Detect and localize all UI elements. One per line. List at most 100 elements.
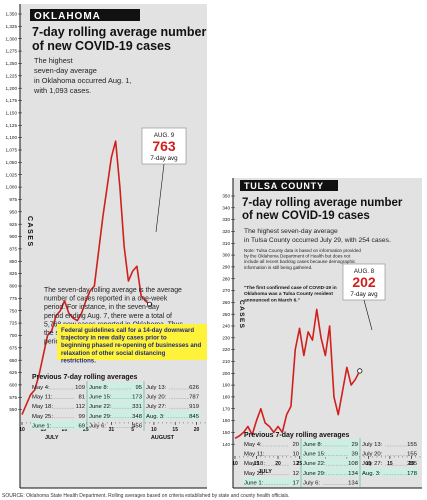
tulsa-highlight-cell [361,468,418,477]
oklahoma-y-tick-label: 1,275 [6,49,18,54]
tulsa-y-tick-label: 200 [222,371,230,376]
oklahoma-note-line: trajectory in new daily cases prior to [61,335,167,342]
oklahoma-table-cell-label: Aug. 3: [146,414,165,420]
tulsa-callout-unit: 7-day avg [350,291,378,298]
oklahoma-note-line: Federal guidelines call for a 14-day dow… [61,327,194,334]
tulsa-table-cell-value: 12 [292,471,299,477]
oklahoma-note-line: relaxation of other social distancing [61,350,166,357]
tulsa-y-tick-label: 250 [222,312,230,317]
oklahoma-note: Federal guidelines call for a 14-day dow… [61,327,201,364]
oklahoma-highlight-cell [145,411,200,420]
oklahoma-y-tick-label: 625 [9,370,17,375]
tulsa-y-tick-label: 320 [222,229,230,234]
tulsa-y-tick-label: 150 [222,430,230,435]
oklahoma-body-line: period ending Aug. 7, there were a total… [44,313,172,320]
tulsa-table-cell-value: 10 [292,452,299,458]
oklahoma-table-cell-label: May 4: [32,385,50,391]
tulsa-y-tick-label: 160 [222,418,230,423]
tulsa-y-ticks: 140 150 160 170 180 190 200 210 220 230 240 250 260 2… [222,194,235,447]
oklahoma-table-cell-value: 348 [132,414,143,420]
tulsa-x-tick-label: 15 [387,461,393,467]
oklahoma-table-cell-label: May 18: [32,404,53,410]
tulsa-y-tick-label: 170 [222,406,230,411]
oklahoma-y-tick-label: 600 [9,383,17,388]
tulsa-y-tick-label: 230 [222,335,230,340]
tulsa-highlight-cell [302,458,359,467]
tulsa-table-cell-label: June 8: [303,442,323,448]
oklahoma-table-cell-label: May 11: [32,395,53,401]
tulsa-table-cell-value: 134 [348,480,359,486]
tulsa-chart-panel [233,178,422,488]
tulsa-x-tick-label: 20 [275,461,281,467]
oklahoma-last-point-marker [147,301,153,307]
tulsa-table-cell-label: July 27: [362,461,383,467]
oklahoma-table-cell-value: 112 [76,404,85,410]
oklahoma-table: May 4: 109 June 8: 95 July 13: 626 May 11: 81 Ju… [31,381,200,431]
oklahoma-table-cell-value: 845 [189,414,200,420]
tulsa-table-cell-label: June 1: [244,480,264,486]
oklahoma-header-bg [30,9,140,21]
oklahoma-y-tick-label: 1,250 [6,61,18,66]
tulsa-table-cell-value: 178 [407,471,418,477]
tulsa-x-tick-label: 15 [254,461,260,467]
oklahoma-note-line: restrictions. [61,357,96,364]
oklahoma-y-tick-label: 950 [9,209,17,214]
oklahoma-y-tick-label: 850 [9,259,17,264]
oklahoma-table-cell-label: July 27: [146,404,167,410]
oklahoma-series [21,140,153,415]
oklahoma-table-cell-value: 95 [135,385,142,391]
oklahoma-header: OKLAHOMA [34,11,101,22]
oklahoma-note-line: beginning phased re-opening of businesse… [61,342,201,349]
oklahoma-table-cell-label: July 20: [146,395,167,401]
tulsa-note-line: Note: Tulsa County data is based on info… [244,248,361,253]
oklahoma-table-cell-label: June 8: [89,385,109,391]
tulsa-x-tick-label: 10 [232,461,238,467]
tulsa-table-cell-label: July 6: [303,480,320,486]
tulsa-y-tick-label: 310 [222,241,230,246]
tulsa-table-cell-value: 235 [407,461,418,467]
oklahoma-table-cell-value: 456 [132,423,143,429]
tulsa-x-tick-label: 20 [409,461,415,467]
oklahoma-callout-leader [155,163,165,233]
oklahoma-highlight-cell [31,420,86,430]
tulsa-y-tick-label: 240 [222,324,230,329]
oklahoma-series-line [21,140,151,415]
tulsa-note-line: by the Oklahoma Department of Health but… [244,254,351,259]
oklahoma-table-cell-label: June 29: [89,414,112,420]
oklahoma-y-tick-label: 1,100 [6,135,18,140]
tulsa-y-tick-label: 270 [222,288,230,293]
oklahoma-y-tick-label: 1,325 [6,24,18,29]
tulsa-quote-line: Oklahoma was a Tulsa County resident [244,291,333,297]
tulsa-header: TULSA COUNTY [244,181,324,191]
tulsa-series-line [234,308,361,439]
tulsa-x-tick-label: 10 [366,461,372,467]
tulsa-highlight-cell [302,468,359,477]
oklahoma-table-cell-label: June 1: [32,423,52,429]
tulsa-note: Note: Tulsa County data is based on info… [244,248,361,270]
oklahoma-table-cell-label: May 25: [32,414,53,420]
tulsa-table-cell-value: 29 [351,442,358,448]
oklahoma-body-line: period. For instance, in the seven-day [44,304,160,311]
oklahoma-highlight-cell [88,401,143,410]
tulsa-quote: "The first confirmed case of COVID-19 in… [244,285,337,303]
tulsa-y-tick-label: 220 [222,347,230,352]
oklahoma-y-tick-label: 1,225 [6,73,18,78]
tulsa-table-cell-value: 12 [292,461,299,467]
oklahoma-y-tick-label: 1,150 [6,111,18,116]
oklahoma-y-tick-label: 1,175 [6,98,18,103]
oklahoma-table-cell-value: 919 [189,404,199,410]
tulsa-table-cell-value: 155 [407,442,418,448]
oklahoma-y-tick-label: 1,000 [6,185,18,190]
oklahoma-x-tick-label: 10 [19,427,25,433]
oklahoma-table-cell-value: 787 [189,395,199,401]
oklahoma-x-tick-label: 25 [83,427,89,433]
tulsa-table-cell-label: Aug. 3: [362,471,381,477]
oklahoma-table-cell-value: 99 [78,414,85,420]
oklahoma-highlight-cell [88,411,143,420]
tulsa-table-cell-label: July 20: [362,452,383,458]
oklahoma-y-tick-label: 550 [9,407,17,412]
oklahoma-y-tick-label: 800 [9,284,17,289]
tulsa-header-bg [240,180,338,191]
tulsa-y-tick-label: 290 [222,265,230,270]
tulsa-note-line: include all recent backlog cases because… [244,259,356,264]
